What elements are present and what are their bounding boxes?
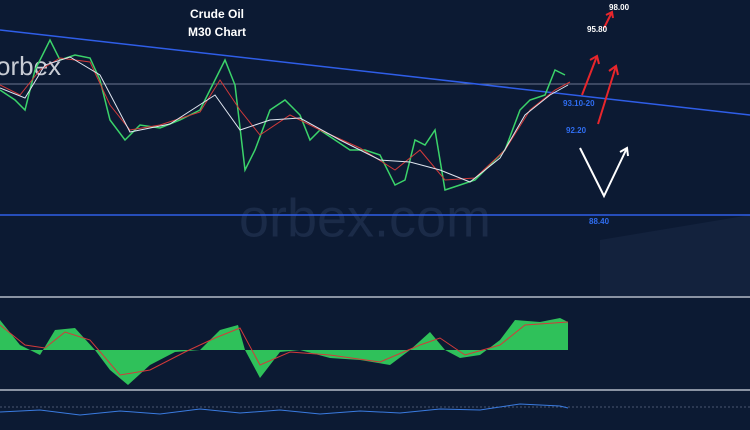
level-label: 88.40 bbox=[589, 217, 610, 226]
price-line bbox=[0, 38, 566, 191]
title: Crude Oil bbox=[190, 7, 244, 21]
level-label: 95.80 bbox=[587, 25, 608, 34]
oscillator-line bbox=[0, 403, 569, 416]
arrowhead bbox=[605, 10, 614, 19]
level-label: 93.10-20 bbox=[563, 99, 595, 108]
level-label: 98.00 bbox=[609, 3, 630, 12]
trend-line bbox=[0, 29, 750, 116]
moving-average-2 bbox=[0, 56, 569, 183]
logo: orbex bbox=[0, 51, 61, 81]
subtitle: M30 Chart bbox=[188, 25, 246, 39]
arrowhead bbox=[608, 64, 619, 76]
arrowhead bbox=[619, 146, 629, 157]
arrow bbox=[603, 11, 613, 29]
arrow bbox=[597, 65, 617, 125]
background-shade bbox=[600, 215, 750, 297]
macd-histogram bbox=[0, 318, 568, 385]
v-arrow bbox=[579, 147, 628, 199]
watermark: orbex.com bbox=[239, 188, 491, 248]
arrow bbox=[581, 55, 598, 96]
macd-signal bbox=[0, 321, 569, 376]
arrowhead bbox=[589, 54, 600, 65]
level-label: 92.20 bbox=[566, 126, 587, 135]
moving-average bbox=[0, 57, 571, 181]
